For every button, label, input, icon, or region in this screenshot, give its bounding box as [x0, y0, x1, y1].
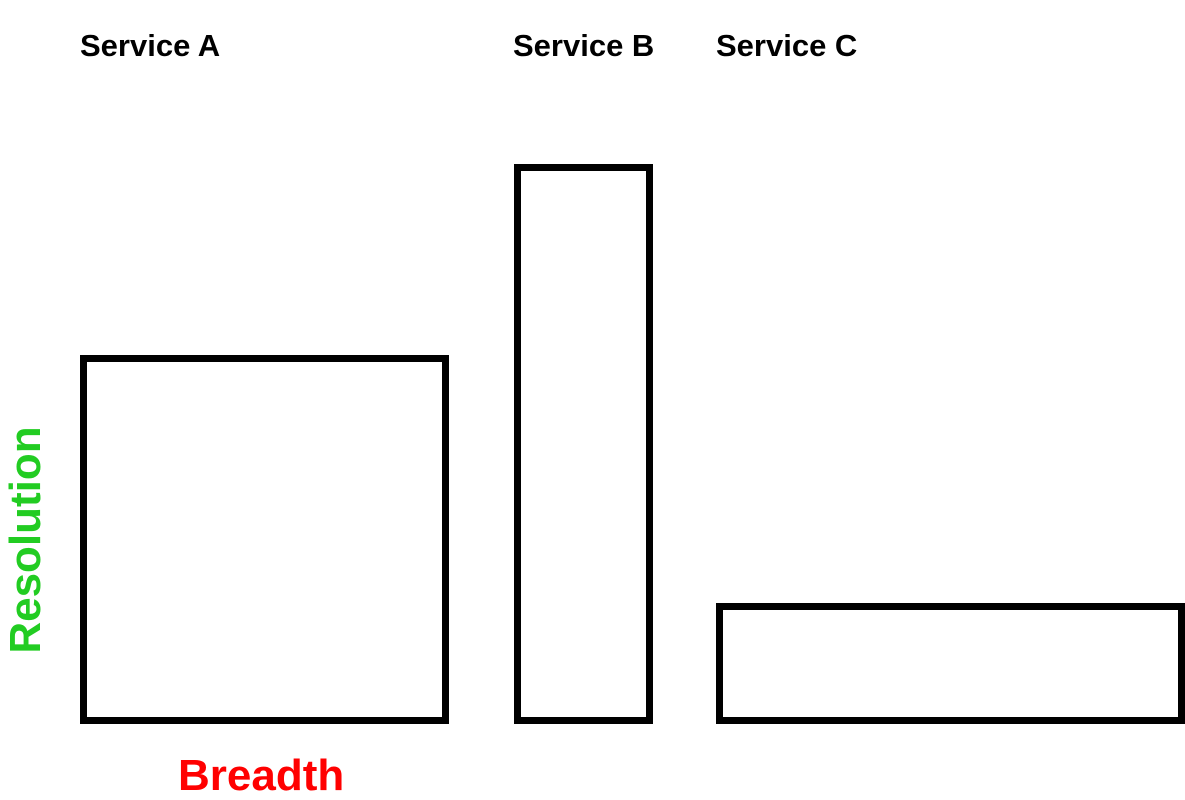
service-c-box — [716, 603, 1185, 724]
service-b-label: Service B — [513, 28, 655, 63]
resolution-axis-label: Resolution — [1, 426, 50, 654]
breadth-axis-label: Breadth — [178, 751, 345, 800]
service-c-label: Service C — [716, 28, 858, 63]
service-b-box — [514, 164, 653, 724]
service-a-label: Service A — [80, 28, 221, 63]
service-a-box — [80, 355, 449, 724]
